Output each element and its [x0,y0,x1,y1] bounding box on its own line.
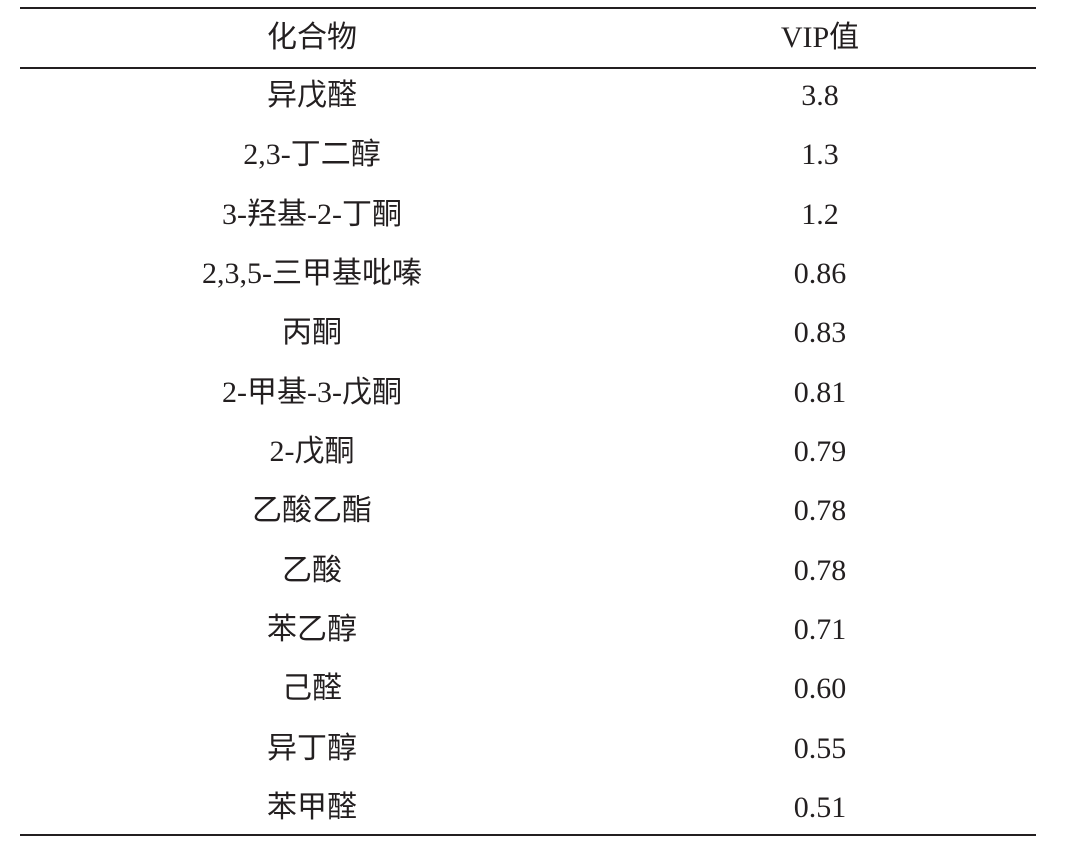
header-rule [20,67,1036,69]
top-rule [20,7,1036,9]
compound-cell: 2,3-丁二醇 [243,138,381,172]
vip-cell: 0.86 [793,257,847,290]
compound-cell: 2-甲基-3-戊酮 [222,375,402,409]
header-cell: 化合物 [267,21,357,54]
vip-cell: 0.81 [793,375,847,409]
vip-cell: 3.8 [801,79,839,112]
compound-cell: 苯甲醛 [267,791,357,824]
compound-cell: 异戊醛 [267,79,357,112]
compound-cell: 乙酸乙酯 [252,494,372,528]
compound-cell: 3-羟基-2-丁酮 [222,197,402,231]
vip-cell: 0.55 [793,731,847,765]
bottom-rule [20,834,1036,836]
compound-cell: 丙酮 [282,316,342,350]
header-cell: VIP值 [780,21,860,54]
vip-cell: 0.79 [793,435,847,468]
compound-cell: 异丁醇 [267,731,357,765]
vip-cell: 1.3 [801,138,839,172]
compound-cell: 2-戊酮 [269,435,355,468]
vip-cell: 1.2 [801,197,839,231]
compound-cell: 2,3,5-三甲基吡嗪 [202,257,422,290]
vip-cell: 0.83 [793,316,847,350]
vip-cell: 0.78 [793,494,847,528]
compound-cell: 己醛 [282,672,342,706]
vip-cell: 0.78 [793,553,847,587]
vip-cell: 0.60 [793,672,847,706]
vip-cell: 0.71 [793,613,847,646]
vip-cell: 0.51 [793,791,847,824]
compound-cell: 乙酸 [282,553,342,587]
compound-cell: 苯乙醇 [267,613,357,646]
